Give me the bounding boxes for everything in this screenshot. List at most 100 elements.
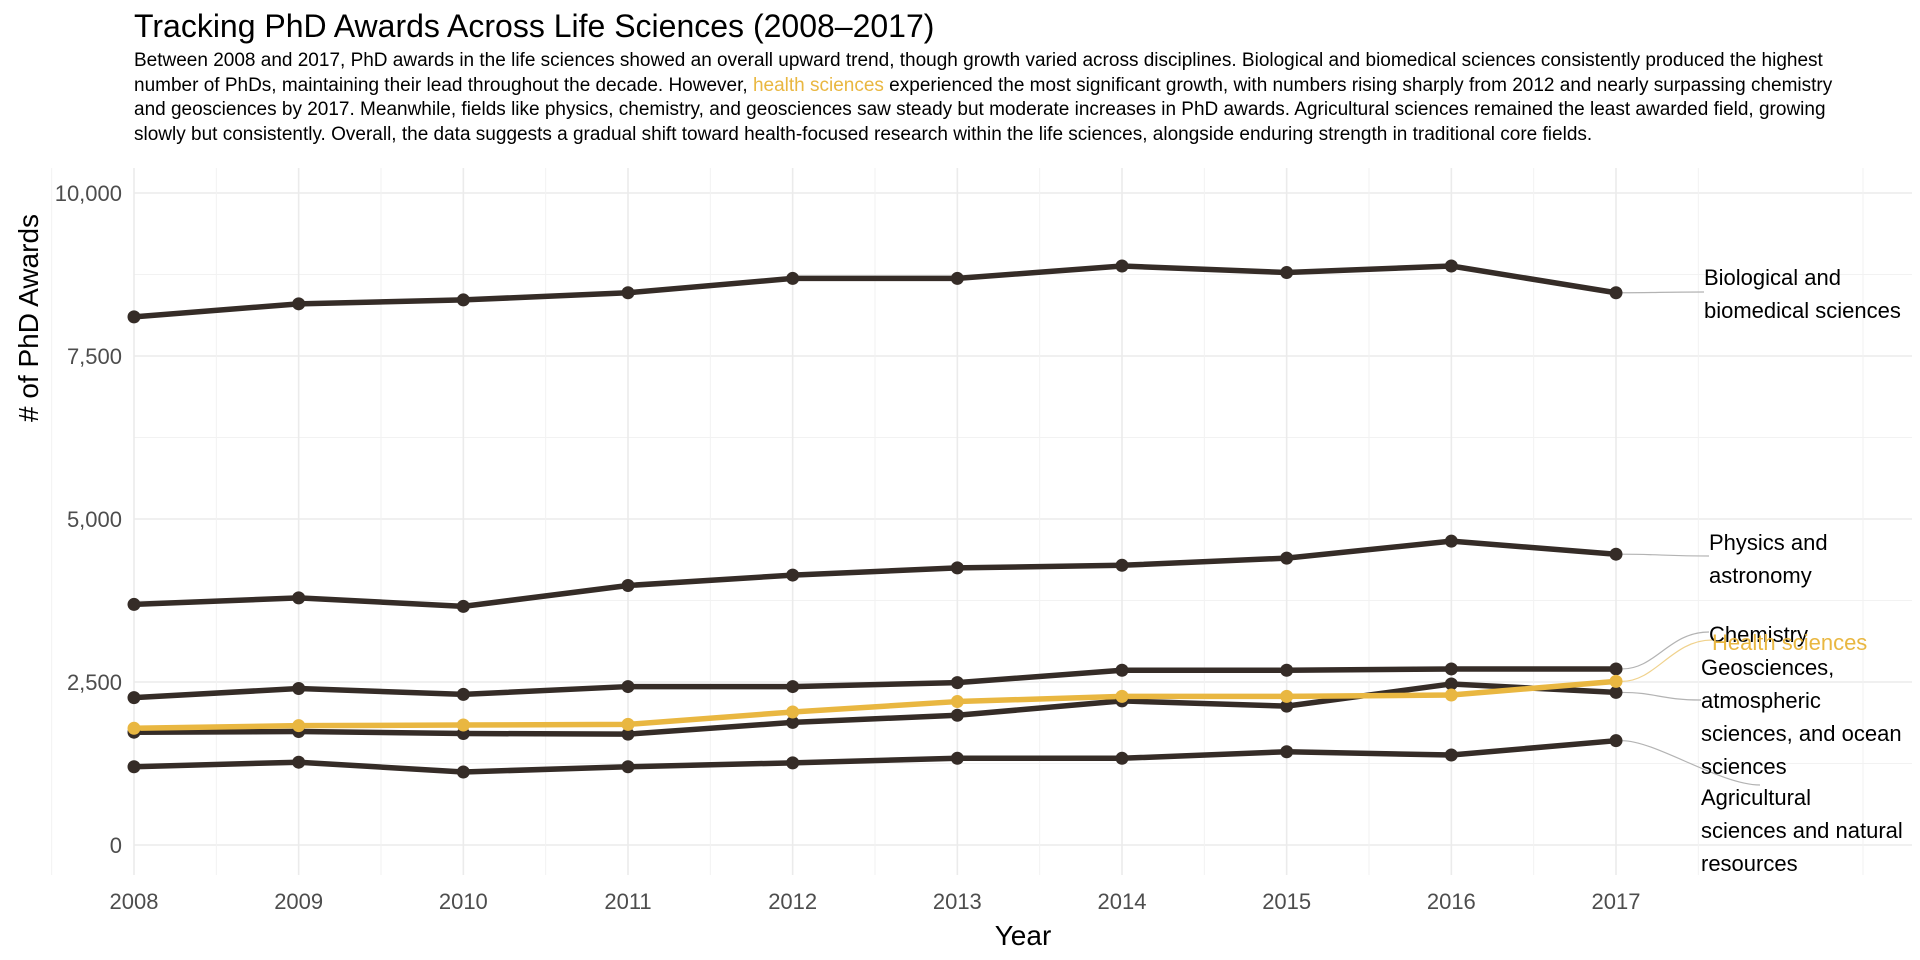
data-point-agricultural-sciences-and-natural-resources [456, 765, 470, 779]
series-label-line: atmospheric [1701, 688, 1821, 713]
data-point-biological-and-biomedical-sciences [456, 293, 470, 307]
data-point-chemistry [292, 682, 306, 696]
data-point-geosciences-atmospheric-sciences-and-ocean-sciences [1280, 699, 1294, 713]
y-tick-labels: 0 2,500 5,000 7,500 10,000 [55, 181, 122, 858]
data-point-physics-and-astronomy [1444, 534, 1458, 548]
data-point-health-sciences [456, 718, 470, 732]
x-axis-title: Year [995, 920, 1052, 951]
series-label-line: biomedical sciences [1704, 298, 1901, 323]
series-line-agricultural-sciences-and-natural-resources [131, 737, 1619, 775]
subtitle-text-after: experienced the most significant growth,… [134, 74, 1833, 145]
x-tick-label: 2013 [933, 889, 982, 914]
data-point-biological-and-biomedical-sciences [1280, 266, 1294, 280]
series-label-line: astronomy [1709, 563, 1812, 588]
series-labels: Biological and biomedical sciences Physics… [1701, 265, 1903, 876]
data-point-biological-and-biomedical-sciences [621, 286, 635, 300]
series-label-line: Chemistry [1709, 622, 1808, 647]
data-point-physics-and-astronomy [292, 591, 306, 605]
data-point-physics-and-astronomy [621, 579, 635, 593]
leader-line-biological-and-biomedical-sciences [1621, 291, 1705, 294]
x-tick-label: 2010 [439, 889, 488, 914]
data-point-agricultural-sciences-and-natural-resources [1444, 748, 1458, 762]
data-point-agricultural-sciences-and-natural-resources [786, 756, 800, 770]
data-point-health-sciences [786, 705, 800, 719]
label-leader-lines [1621, 291, 1761, 786]
data-point-health-sciences [1444, 688, 1458, 702]
data-point-health-sciences [292, 719, 306, 733]
series-label-line: resources [1701, 851, 1798, 876]
data-point-physics-and-astronomy [1280, 551, 1294, 565]
x-tick-label: 2015 [1262, 889, 1311, 914]
series-label-agricultural-sciences-and-natural-resources: Agricultural sciences and natural resource… [1701, 785, 1903, 876]
subtitle-highlight-health-sciences: health sciences [752, 74, 884, 96]
data-point-chemistry [621, 680, 635, 694]
series-line-chemistry [131, 666, 1619, 701]
data-point-chemistry [456, 687, 470, 701]
data-point-agricultural-sciences-and-natural-resources [621, 760, 635, 774]
data-point-biological-and-biomedical-sciences [1444, 259, 1458, 273]
data-point-health-sciences [127, 721, 141, 735]
x-tick-label: 2017 [1592, 889, 1641, 914]
data-point-chemistry [950, 676, 964, 690]
series-line-health-sciences [131, 678, 1619, 732]
data-point-chemistry [1280, 663, 1294, 677]
data-point-biological-and-biomedical-sciences [127, 310, 141, 324]
data-point-geosciences-atmospheric-sciences-and-ocean-sciences [1609, 685, 1623, 699]
series-lines [131, 263, 1619, 775]
series-label-line: sciences [1701, 754, 1787, 779]
y-tick-label: 10,000 [55, 181, 122, 206]
data-point-geosciences-atmospheric-sciences-and-ocean-sciences [621, 727, 635, 741]
data-point-physics-and-astronomy [456, 599, 470, 613]
series-line-physics-and-astronomy [131, 538, 1619, 610]
y-tick-label: 5,000 [67, 507, 122, 532]
leader-line-chemistry [1621, 631, 1710, 670]
series-label-line: sciences, and ocean [1701, 721, 1902, 746]
data-point-agricultural-sciences-and-natural-resources [1609, 734, 1623, 748]
x-tick-labels: 2008 2009 2010 2011 2012 2013 2014 2015 2016 2017 [110, 889, 1641, 914]
series-line-biological-and-biomedical-sciences [131, 263, 1619, 320]
x-tick-label: 2014 [1098, 889, 1147, 914]
data-point-agricultural-sciences-and-natural-resources [1280, 745, 1294, 759]
x-tick-label: 2011 [604, 889, 651, 914]
series-label-chemistry: Chemistry [1709, 622, 1808, 647]
leader-line-agricultural-sciences-and-natural-resources [1621, 740, 1761, 786]
data-point-biological-and-biomedical-sciences [1609, 286, 1623, 300]
y-tick-label: 0 [110, 833, 122, 858]
series-label-biological-and-biomedical-sciences: Biological and biomedical sciences [1704, 265, 1901, 323]
data-point-agricultural-sciences-and-natural-resources [127, 760, 141, 774]
leader-line-geosciences-atmospheric-sciences-and-ocean-sciences [1621, 691, 1702, 701]
series-label-health-sciences: Health sciences [1712, 630, 1867, 655]
x-tick-label: 2009 [274, 889, 323, 914]
data-point-agricultural-sciences-and-natural-resources [1115, 751, 1129, 765]
series-label-line: Agricultural [1701, 785, 1811, 810]
series-label-physics-and-astronomy: Physics and astronomy [1709, 530, 1828, 588]
data-point-health-sciences [1115, 689, 1129, 703]
x-tick-label: 2008 [110, 889, 159, 914]
y-tick-label: 2,500 [67, 670, 122, 695]
chart-subtitle: Between 2008 and 2017, PhD awards in the… [134, 49, 1854, 147]
data-point-physics-and-astronomy [786, 568, 800, 582]
subtitle-text-before: Between 2008 and 2017, PhD awards in the… [134, 50, 1823, 96]
data-point-geosciences-atmospheric-sciences-and-ocean-sciences [786, 715, 800, 729]
x-tick-label: 2012 [768, 889, 817, 914]
x-tick-label: 2016 [1427, 889, 1476, 914]
data-point-physics-and-astronomy [1115, 558, 1129, 572]
data-point-physics-and-astronomy [1609, 547, 1623, 561]
series-label-line: Physics and [1709, 530, 1828, 555]
data-point-physics-and-astronomy [950, 561, 964, 575]
data-point-chemistry [1115, 663, 1129, 677]
y-axis-title: # of PhD Awards [13, 214, 44, 422]
data-point-health-sciences [1280, 689, 1294, 703]
data-point-geosciences-atmospheric-sciences-and-ocean-sciences [950, 708, 964, 722]
data-point-agricultural-sciences-and-natural-resources [292, 755, 306, 769]
data-point-geosciences-atmospheric-sciences-and-ocean-sciences [1444, 677, 1458, 691]
data-point-biological-and-biomedical-sciences [950, 271, 964, 285]
chart-title: Tracking PhD Awards Across Life Sciences… [134, 8, 935, 44]
series-points [127, 259, 1623, 779]
series-label-line: Health sciences [1712, 630, 1867, 655]
data-point-chemistry [1609, 662, 1623, 676]
data-point-agricultural-sciences-and-natural-resources [950, 751, 964, 765]
data-point-physics-and-astronomy [127, 597, 141, 611]
series-label-line: Biological and [1704, 265, 1841, 290]
